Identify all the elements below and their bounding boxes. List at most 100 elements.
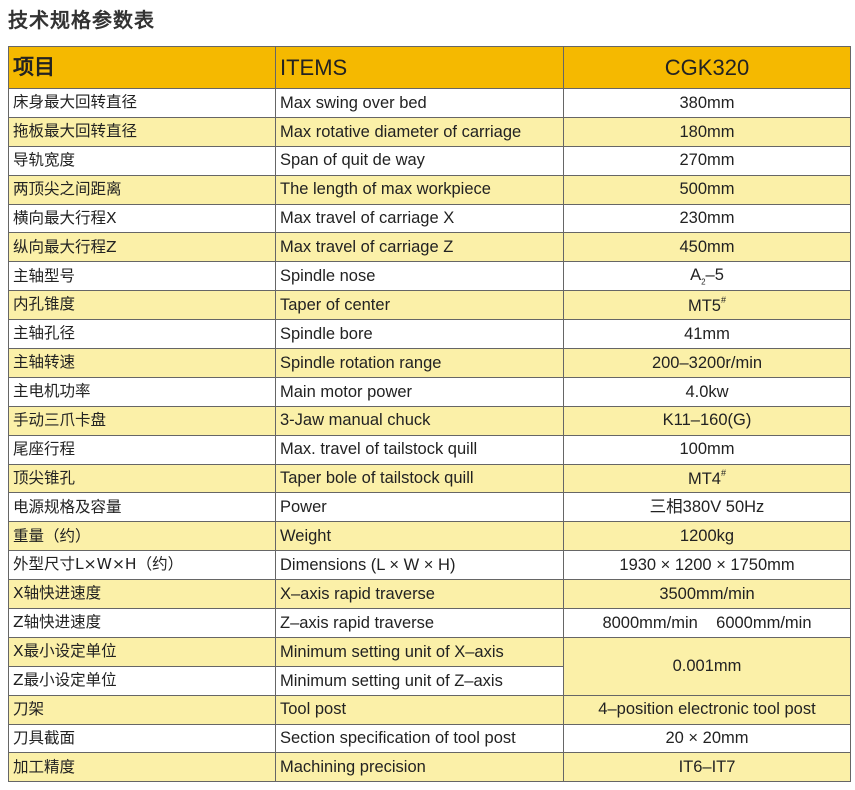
table-row: 刀架 Tool post 4–position electronic tool po… [8, 694, 851, 725]
table-row: 顶尖锥孔 Taper bole of tailstock quill MT4# [8, 463, 851, 494]
item-zh: 主轴型号 [8, 261, 276, 292]
value-text: 380mm [679, 93, 735, 112]
item-value: 380mm [563, 88, 851, 118]
item-en: Section specification of tool post [275, 723, 564, 754]
value-text: 100mm [679, 440, 735, 459]
item-value: 450mm [563, 232, 851, 263]
header-model: CGK320 [563, 46, 851, 89]
item-value: MT4# [563, 463, 851, 494]
item-zh: X轴快进速度 [8, 579, 276, 610]
value-subscript: 2 [701, 276, 706, 286]
table-row: 主轴转速 Spindle rotation range 200–3200r/min [8, 348, 851, 378]
item-zh: 床身最大回转直径 [8, 88, 276, 118]
item-zh: X最小设定单位 [8, 636, 276, 667]
item-zh: 电源规格及容量 [8, 492, 276, 523]
item-zh: 尾座行程 [8, 434, 276, 465]
table-row: 横向最大行程X Max travel of carriage X 230mm [8, 203, 851, 234]
item-value: 0.001mm [563, 636, 851, 696]
item-value: 4–position electronic tool post [563, 694, 851, 725]
item-en: Max swing over bed [275, 88, 564, 118]
table-row: 加工精度 Machining precision IT6–IT7 [8, 752, 851, 783]
value-text: 4–position electronic tool post [598, 700, 816, 719]
item-zh: 两顶尖之间距离 [8, 174, 276, 205]
item-en: Minimum setting unit of X–axis [275, 636, 564, 667]
value-text: 500mm [679, 180, 735, 199]
item-zh: 刀架 [8, 694, 276, 725]
item-en: Max travel of carriage Z [275, 232, 564, 263]
item-en: Spindle bore [275, 319, 564, 350]
item-zh: 加工精度 [8, 752, 276, 783]
item-en: Taper of center [275, 290, 564, 321]
item-en: The length of max workpiece [275, 174, 564, 205]
item-en: Dimensions (L × W × H) [275, 550, 564, 581]
item-value: 180mm [563, 116, 851, 147]
item-en: Max travel of carriage X [275, 203, 564, 234]
value-superscript: # [720, 294, 726, 305]
value-text: 4.0kw [685, 382, 729, 401]
item-value: 1930 × 1200 × 1750mm [563, 550, 851, 581]
item-zh: 内孔锥度 [8, 290, 276, 321]
item-value: 500mm [563, 174, 851, 205]
value-text: 450mm [679, 238, 735, 257]
table-row: X最小设定单位 Minimum setting unit of X–axis 0.0… [8, 636, 851, 696]
item-value: 230mm [563, 203, 851, 234]
item-zh: Z轴快进速度 [8, 608, 276, 638]
item-en: Weight [275, 521, 564, 552]
value-text: MT5 [687, 296, 721, 315]
table-row: 主电机功率 Main motor power 4.0kw [8, 376, 851, 407]
item-value: 4.0kw [563, 376, 851, 407]
value-text: 20 × 20mm [665, 729, 749, 748]
item-zh: 导轨宽度 [8, 145, 276, 176]
item-value: 3500mm/min [563, 579, 851, 610]
table-row: 刀具截面 Section specification of tool post 20… [8, 723, 851, 754]
item-en: Z–axis rapid traverse [275, 608, 564, 638]
item-en: Span of quit de way [275, 145, 564, 176]
table-row: 手动三爪卡盘 3-Jaw manual chuck K11–160(G) [8, 405, 851, 436]
value-text: K11–160(G) [662, 411, 752, 430]
table-row: 主轴型号 Spindle nose A2–5 [8, 261, 851, 292]
value-text: 1930 × 1200 × 1750mm [619, 555, 795, 574]
item-en: Spindle rotation range [275, 348, 564, 378]
item-en: Main motor power [275, 376, 564, 407]
table-header-row: 项目 ITEMS CGK320 [8, 46, 851, 89]
item-value: K11–160(G) [563, 405, 851, 436]
item-value: 8000mm/min 6000mm/min [563, 608, 851, 638]
value-text: MT4 [687, 470, 721, 489]
value-text: 三相380V 50Hz [649, 498, 765, 517]
page-title: 技术规格参数表 [8, 8, 155, 32]
item-value: 100mm [563, 434, 851, 465]
item-en: Power [275, 492, 564, 523]
table-row: 导轨宽度 Span of quit de way 270mm [8, 145, 851, 176]
item-value: 270mm [563, 145, 851, 176]
table-row: 纵向最大行程Z Max travel of carriage Z 450mm [8, 232, 851, 263]
item-value: 三相380V 50Hz [563, 492, 851, 523]
item-zh: 横向最大行程X [8, 203, 276, 234]
item-en: Machining precision [275, 752, 564, 783]
item-zh: 主轴孔径 [8, 319, 276, 350]
value-text: 1200kg [679, 527, 735, 546]
table-row: 两顶尖之间距离 The length of max workpiece 500mm [8, 174, 851, 205]
value-text: 41mm [684, 324, 730, 343]
item-en: Minimum setting unit of Z–axis [275, 665, 564, 696]
table-row: 尾座行程 Max. travel of tailstock quill 100mm [8, 434, 851, 465]
item-en: Spindle nose [275, 261, 564, 292]
item-zh: Z最小设定单位 [8, 665, 276, 696]
value-text: 200–3200r/min [651, 353, 763, 372]
item-zh: 拖板最大回转直径 [8, 116, 276, 147]
item-zh: 刀具截面 [8, 723, 276, 754]
value-text: A [690, 265, 702, 284]
table-row: 重量（约） Weight 1200kg [8, 521, 851, 552]
item-zh: 重量（约） [8, 521, 276, 552]
item-value: 1200kg [563, 521, 851, 552]
table-row: Z最小设定单位 Minimum setting unit of Z–axis [8, 665, 851, 696]
spec-table: 项目 ITEMS CGK320 床身最大回转直径 Max swing over b… [8, 46, 851, 783]
header-zh: 项目 [8, 46, 276, 89]
table-row: 拖板最大回转直径 Max rotative diameter of carriag… [8, 116, 851, 147]
item-value: 200–3200r/min [563, 348, 851, 378]
item-zh: 手动三爪卡盘 [8, 405, 276, 436]
value-tail: –5 [705, 265, 724, 284]
value-text: 0.001mm [672, 657, 742, 676]
item-zh: 主轴转速 [8, 348, 276, 378]
item-zh: 顶尖锥孔 [8, 463, 276, 494]
value-text: 8000mm/min 6000mm/min [602, 613, 812, 632]
